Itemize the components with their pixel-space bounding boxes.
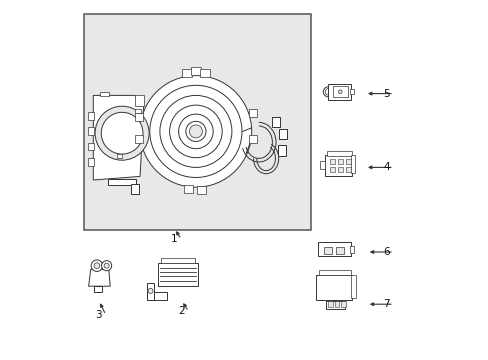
Bar: [147, 283, 153, 300]
Bar: [134, 95, 143, 106]
Bar: [350, 155, 354, 173]
Bar: [249, 135, 257, 143]
Bar: [200, 69, 209, 77]
Circle shape: [140, 76, 251, 187]
Bar: [88, 127, 94, 135]
Bar: [324, 155, 351, 176]
Bar: [88, 143, 94, 150]
Bar: [328, 84, 350, 100]
Bar: [94, 286, 102, 292]
Text: 1: 1: [171, 234, 177, 244]
Circle shape: [338, 90, 342, 94]
Bar: [328, 301, 332, 307]
Bar: [337, 167, 342, 172]
Bar: [329, 159, 334, 164]
Bar: [316, 275, 351, 300]
Circle shape: [148, 288, 153, 293]
Bar: [279, 129, 287, 139]
Bar: [345, 167, 350, 172]
Bar: [272, 117, 280, 127]
Bar: [334, 301, 339, 307]
Bar: [107, 179, 136, 185]
Bar: [249, 109, 257, 117]
Circle shape: [101, 112, 142, 154]
Bar: [158, 263, 197, 286]
Bar: [191, 67, 200, 75]
Bar: [318, 242, 350, 256]
Bar: [183, 185, 193, 193]
Text: 4: 4: [383, 162, 389, 172]
Bar: [147, 292, 167, 300]
Circle shape: [102, 261, 111, 271]
Polygon shape: [93, 95, 143, 180]
Bar: [349, 89, 354, 94]
Text: 3: 3: [95, 310, 102, 320]
Bar: [117, 154, 122, 158]
Text: 2: 2: [178, 306, 184, 316]
Bar: [326, 151, 351, 156]
Bar: [337, 159, 342, 164]
Circle shape: [189, 125, 202, 138]
Bar: [320, 161, 325, 169]
Circle shape: [185, 121, 205, 141]
Bar: [345, 159, 350, 164]
Bar: [336, 247, 344, 254]
Bar: [88, 112, 94, 120]
Text: 6: 6: [383, 247, 389, 257]
Bar: [329, 167, 334, 172]
Bar: [134, 109, 141, 113]
Bar: [351, 275, 355, 298]
Bar: [323, 247, 331, 254]
Bar: [182, 69, 191, 77]
Circle shape: [95, 106, 149, 160]
Polygon shape: [88, 269, 110, 286]
Bar: [160, 258, 195, 263]
Circle shape: [104, 263, 109, 268]
Bar: [349, 246, 354, 253]
Bar: [84, 14, 310, 230]
Bar: [134, 135, 142, 143]
Bar: [88, 158, 94, 166]
Bar: [134, 113, 142, 121]
Text: 5: 5: [383, 89, 389, 99]
Circle shape: [94, 263, 100, 269]
Bar: [131, 184, 139, 194]
Bar: [196, 186, 205, 194]
Bar: [332, 86, 347, 97]
Bar: [101, 92, 109, 96]
Bar: [325, 301, 345, 309]
Text: 7: 7: [383, 299, 389, 309]
Bar: [341, 301, 345, 307]
Bar: [277, 145, 285, 156]
Bar: [318, 270, 351, 275]
Circle shape: [91, 260, 102, 271]
